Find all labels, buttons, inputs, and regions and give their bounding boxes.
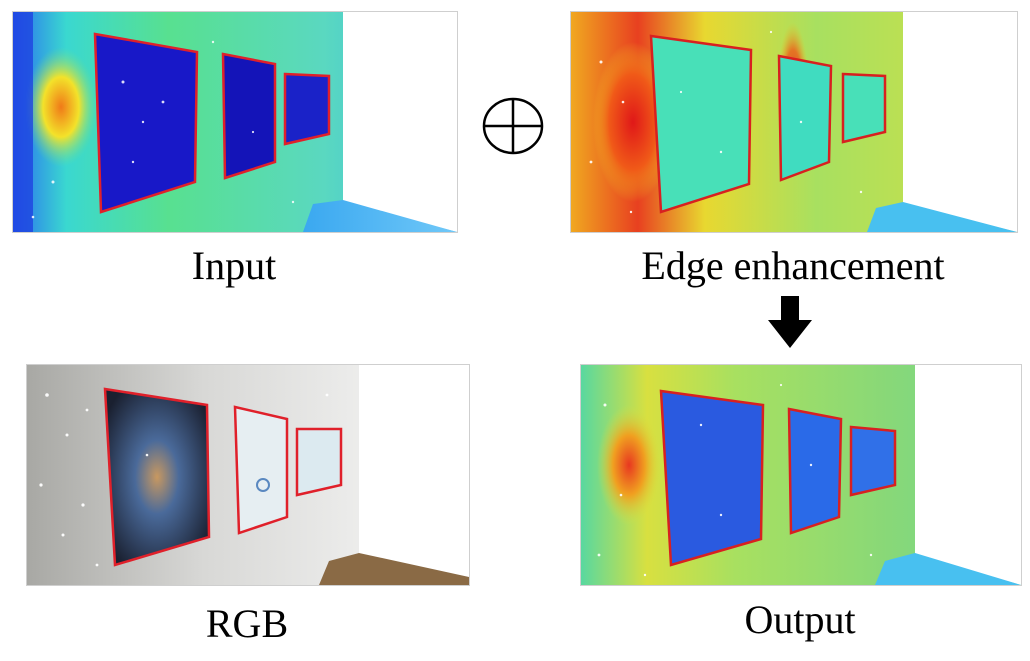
edge-frame-large xyxy=(649,34,753,214)
down-arrow-icon xyxy=(766,296,814,350)
output-frame-medium xyxy=(787,407,843,535)
edge-frame-medium xyxy=(777,54,833,182)
output-heatmap xyxy=(581,365,1021,585)
edge-enhancement-heatmap xyxy=(571,12,1017,232)
input-heatmap xyxy=(13,12,457,232)
edge-enhancement-caption: Edge enhancement xyxy=(641,243,945,288)
input-frame-small xyxy=(283,72,331,146)
rgb-poster-small xyxy=(295,427,343,497)
rgb-photo xyxy=(27,365,469,585)
rgb-poster-large xyxy=(103,387,211,567)
input-frame-medium xyxy=(221,52,277,180)
output-frame-small xyxy=(849,425,897,497)
input-panel xyxy=(12,11,458,233)
direct-sum-icon xyxy=(480,95,546,157)
edge-frame-small xyxy=(841,72,887,144)
input-caption: Input xyxy=(191,243,277,288)
rgb-panel xyxy=(26,364,470,586)
output-frame-large xyxy=(659,389,765,567)
rgb-caption: RGB xyxy=(205,601,289,646)
rgb-poster-medium xyxy=(233,405,289,535)
edge-enhancement-panel xyxy=(570,11,1018,233)
output-panel xyxy=(580,364,1022,586)
input-frame-large xyxy=(93,32,199,214)
output-caption: Output xyxy=(744,597,856,642)
